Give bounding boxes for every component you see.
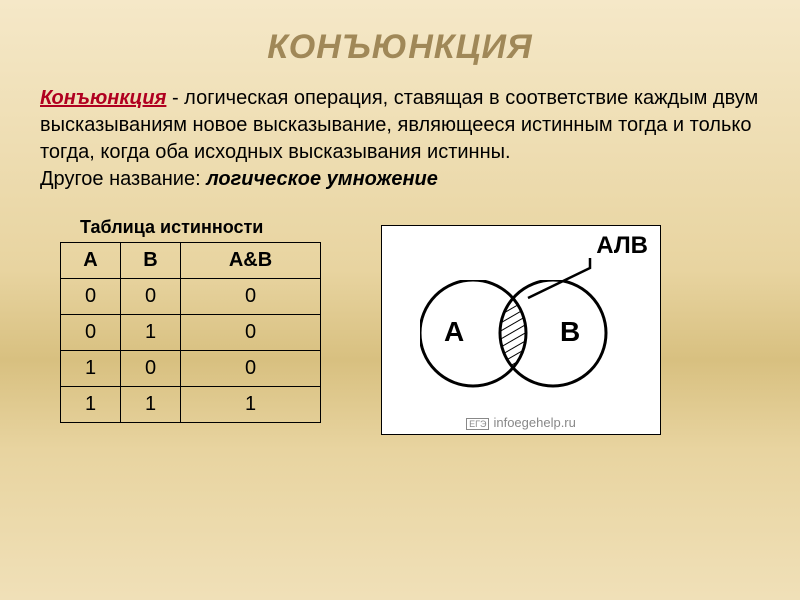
table-row: 1 1 1 — [61, 387, 321, 423]
cell: 0 — [121, 279, 181, 315]
table-row: 0 0 0 — [61, 279, 321, 315]
cell: 0 — [181, 315, 321, 351]
header-b: В — [121, 243, 181, 279]
definition-block: Конъюнкция - логическая операция, ставящ… — [0, 77, 800, 199]
table-caption: Таблица истинности — [60, 217, 321, 238]
truth-table-section: Таблица истинности А В А&В 0 0 0 0 1 0 1… — [60, 217, 321, 423]
cell: 1 — [121, 315, 181, 351]
watermark-icon: ЕГЭ — [466, 418, 489, 430]
watermark: ЕГЭ infoegehelp.ru — [382, 415, 660, 430]
venn-letter-a: А — [444, 316, 464, 348]
cell: 1 — [61, 351, 121, 387]
header-a: А — [61, 243, 121, 279]
cell: 1 — [181, 387, 321, 423]
venn-diagram: АЛВ А В ЕГЭ infoegehelp.ru — [381, 225, 661, 435]
cell: 1 — [61, 387, 121, 423]
table-row: 1 0 0 — [61, 351, 321, 387]
watermark-text: infoegehelp.ru — [493, 415, 575, 430]
truth-table: А В А&В 0 0 0 0 1 0 1 0 0 1 1 1 — [60, 242, 321, 423]
cell: 0 — [181, 351, 321, 387]
content-row: Таблица истинности А В А&В 0 0 0 0 1 0 1… — [0, 199, 800, 435]
other-name-prefix: Другое название: — [40, 168, 206, 190]
cell: 1 — [121, 387, 181, 423]
cell: 0 — [61, 315, 121, 351]
cell: 0 — [121, 351, 181, 387]
venn-letter-b: В — [560, 316, 580, 348]
term: Конъюнкция — [40, 87, 166, 109]
venn-label: АЛВ — [596, 232, 648, 260]
page-title: КОНЪЮНКЦИЯ — [0, 0, 800, 77]
cell: 0 — [181, 279, 321, 315]
table-row: 0 1 0 — [61, 315, 321, 351]
table-header-row: А В А&В — [61, 243, 321, 279]
other-name: логическое умножение — [206, 168, 438, 190]
header-result: А&В — [181, 243, 321, 279]
cell: 0 — [61, 279, 121, 315]
